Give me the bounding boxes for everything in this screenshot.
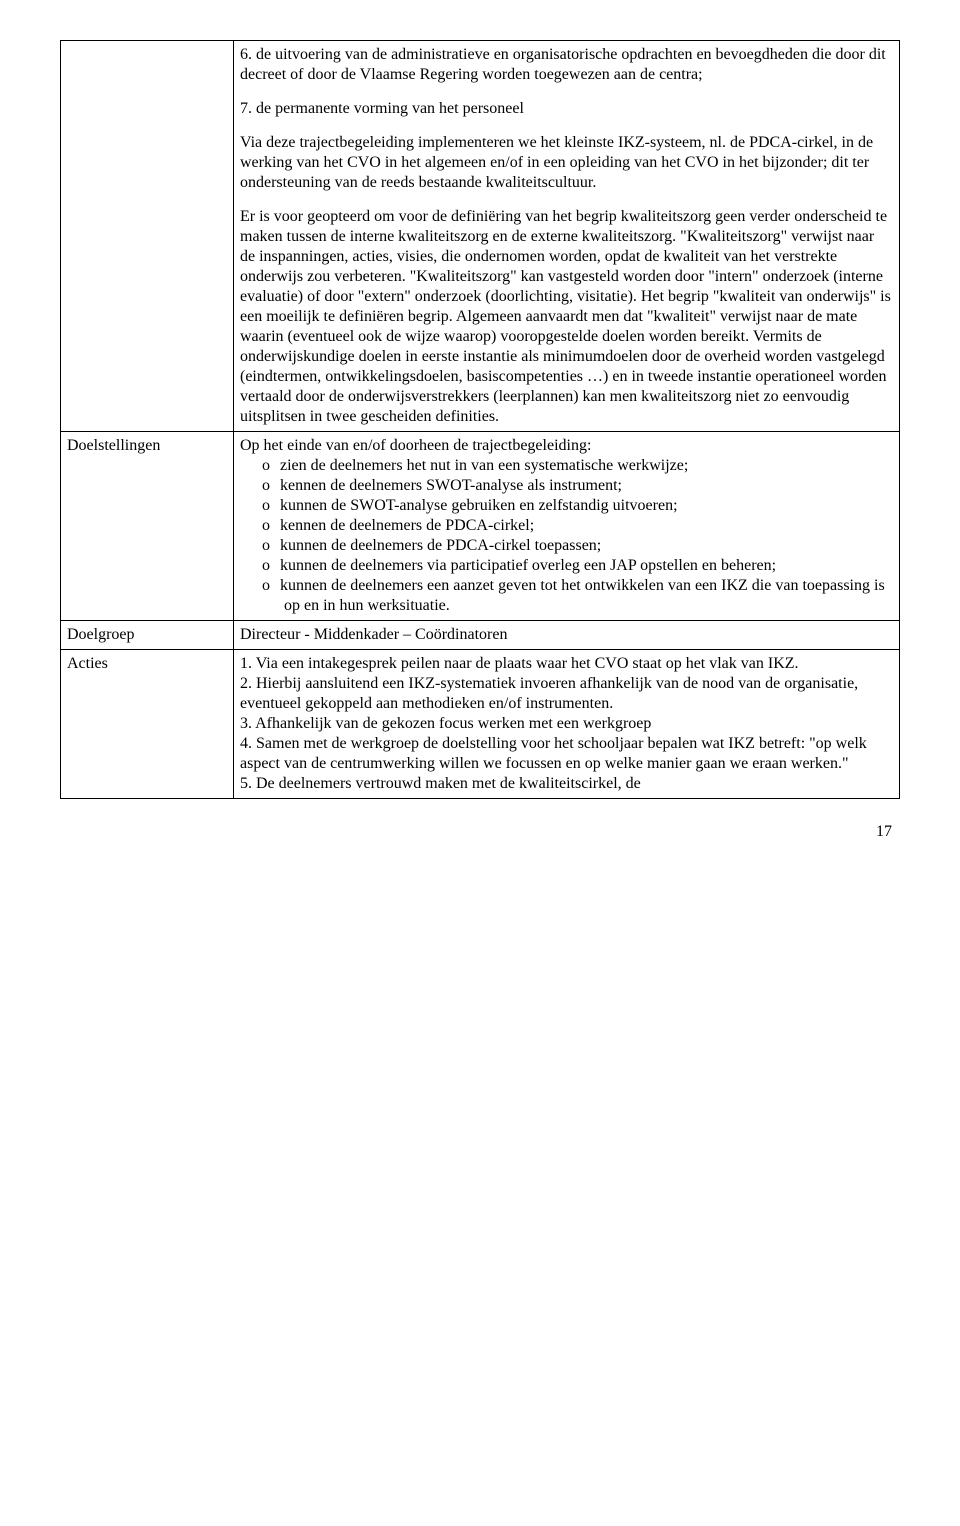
list-item: okunnen de deelnemers een aanzet geven t… bbox=[240, 576, 893, 616]
row-content-doelgroep: Directeur - Middenkader – Coördinatoren bbox=[234, 621, 900, 650]
content-table: 6. de uitvoering van de administratieve … bbox=[60, 40, 900, 799]
table-row: 6. de uitvoering van de administratieve … bbox=[61, 41, 900, 432]
action-line: 3. Afhankelijk van de gekozen focus werk… bbox=[240, 714, 893, 734]
action-line: 5. De deelnemers vertrouwd maken met de … bbox=[240, 774, 893, 794]
list-item: okunnen de SWOT-analyse gebruiken en zel… bbox=[240, 496, 893, 516]
table-row: Doelgroep Directeur - Middenkader – Coör… bbox=[61, 621, 900, 650]
list-item-text: kunnen de SWOT-analyse gebruiken en zelf… bbox=[280, 497, 678, 514]
action-line: 1. Via een intakegesprek peilen naar de … bbox=[240, 654, 893, 674]
list-item-text: kunnen de deelnemers een aanzet geven to… bbox=[280, 577, 885, 614]
table-row: Acties 1. Via een intakegesprek peilen n… bbox=[61, 650, 900, 799]
action-line: 4. Samen met de werkgroep de doelstellin… bbox=[240, 734, 893, 774]
list-item: okennen de deelnemers SWOT-analyse als i… bbox=[240, 476, 893, 496]
list-item-text: kunnen de deelnemers via participatief o… bbox=[280, 557, 776, 574]
paragraph: Via deze trajectbegeleiding implementere… bbox=[240, 133, 893, 193]
list-item-text: zien de deelnemers het nut in van een sy… bbox=[280, 457, 688, 474]
paragraph: Er is voor geopteerd om voor de definiër… bbox=[240, 207, 893, 427]
row-content-intro: 6. de uitvoering van de administratieve … bbox=[234, 41, 900, 432]
action-line: 2. Hierbij aansluitend een IKZ-systemati… bbox=[240, 674, 893, 714]
document-page: 6. de uitvoering van de administratieve … bbox=[0, 0, 960, 881]
list-item-text: kunnen de deelnemers de PDCA-cirkel toep… bbox=[280, 537, 601, 554]
row-label-empty bbox=[61, 41, 234, 432]
paragraph: 7. de permanente vorming van het persone… bbox=[240, 99, 893, 119]
list-intro: Op het einde van en/of doorheen de traje… bbox=[240, 436, 893, 456]
list-item-text: kennen de deelnemers SWOT-analyse als in… bbox=[280, 477, 622, 494]
list-item: okunnen de deelnemers via participatief … bbox=[240, 556, 893, 576]
row-label-doelgroep: Doelgroep bbox=[61, 621, 234, 650]
list-item: okunnen de deelnemers de PDCA-cirkel toe… bbox=[240, 536, 893, 556]
objectives-list: ozien de deelnemers het nut in van een s… bbox=[240, 456, 893, 616]
table-row: Doelstellingen Op het einde van en/of do… bbox=[61, 432, 900, 621]
list-item-text: kennen de deelnemers de PDCA-cirkel; bbox=[280, 517, 534, 534]
paragraph: 6. de uitvoering van de administratieve … bbox=[240, 45, 893, 85]
row-label-acties: Acties bbox=[61, 650, 234, 799]
list-item: ozien de deelnemers het nut in van een s… bbox=[240, 456, 893, 476]
row-content-acties: 1. Via een intakegesprek peilen naar de … bbox=[234, 650, 900, 799]
row-content-doelstellingen: Op het einde van en/of doorheen de traje… bbox=[234, 432, 900, 621]
list-item: okennen de deelnemers de PDCA-cirkel; bbox=[240, 516, 893, 536]
page-number: 17 bbox=[60, 823, 900, 841]
row-label-doelstellingen: Doelstellingen bbox=[61, 432, 234, 621]
